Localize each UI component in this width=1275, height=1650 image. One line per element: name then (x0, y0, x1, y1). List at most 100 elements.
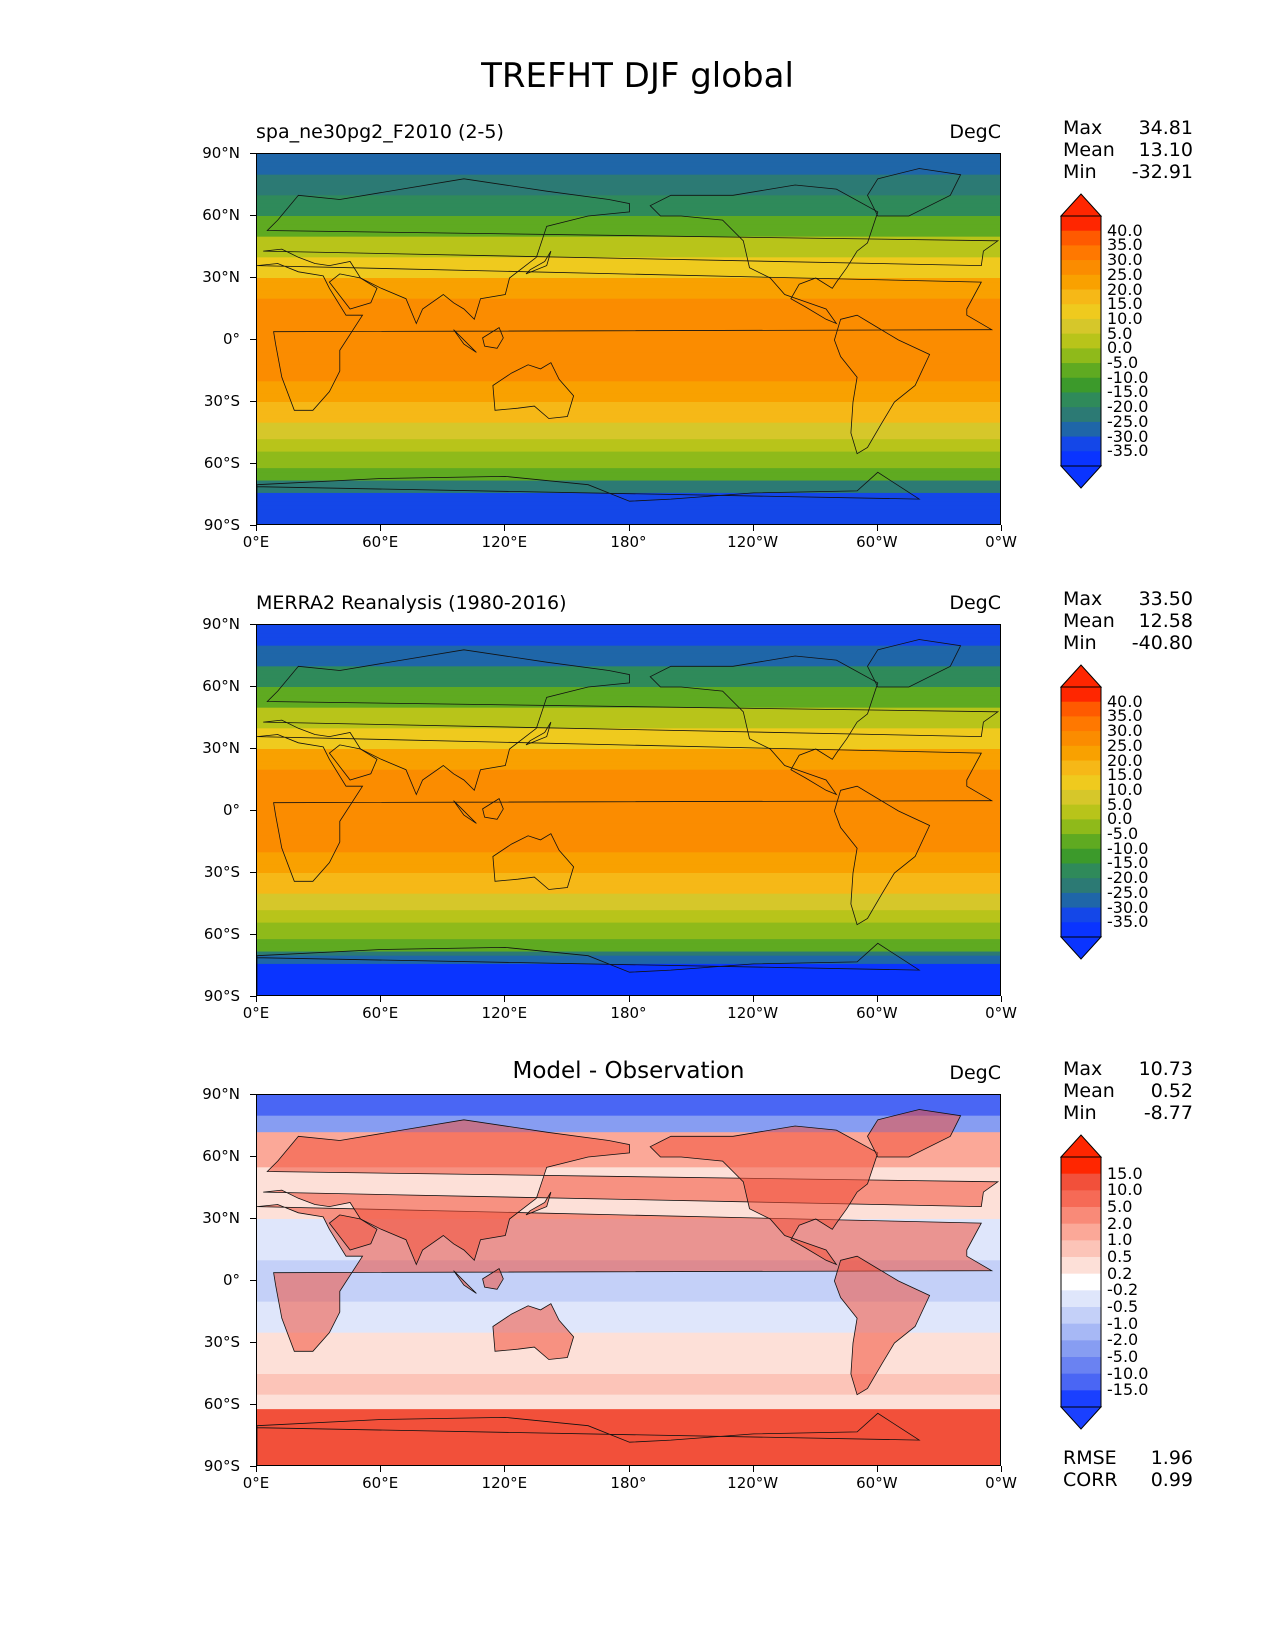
x-tick-label: 120°W (727, 533, 779, 551)
x-tick-label: 180° (610, 1004, 647, 1022)
y-tick-label: 30°N (202, 739, 240, 757)
colorbar-segment (1061, 1290, 1101, 1308)
colorbar-segment (1061, 716, 1101, 732)
x-tick (876, 996, 878, 1002)
temperature-band (257, 389, 1000, 395)
temperature-band (257, 893, 1000, 899)
temperature-band (257, 988, 1000, 994)
colorbar-label: -20.0 (1107, 397, 1149, 417)
temperature-band (257, 232, 1000, 238)
temperature-band (257, 711, 1000, 717)
map-plot (256, 1094, 1001, 1466)
y-tick-label: 60°N (202, 206, 240, 224)
colorbar-segment (1061, 745, 1101, 762)
coastline (257, 1412, 921, 1465)
x-tick-label: 180° (610, 533, 647, 551)
temperature-band (257, 373, 1000, 378)
y-tick-label: 90°S (203, 516, 240, 534)
temperature-band (257, 769, 1000, 775)
temperature-band (257, 947, 1000, 953)
temperature-band (257, 777, 1000, 783)
temperature-band (257, 509, 1000, 515)
temperature-band (257, 464, 1000, 469)
x-tick (504, 1466, 506, 1472)
colorbar-segment (1061, 333, 1101, 349)
temperature-band (257, 682, 1000, 688)
colorbar (1060, 193, 1103, 489)
stat-mean-value: 0.52 (1150, 1080, 1193, 1102)
coastline (257, 734, 994, 882)
colorbar-segment (1061, 1257, 1101, 1275)
temperature-band (257, 699, 1000, 705)
y-tick-label: 30°S (203, 863, 240, 881)
colorbar-segment (1061, 819, 1101, 835)
temperature-band (257, 901, 1000, 907)
coastline (525, 721, 552, 746)
colorbar-segment (1061, 922, 1101, 938)
x-tick (380, 996, 382, 1002)
stats-box: Max 10.73 Mean 0.52 Min -8.77 (1063, 1058, 1193, 1124)
coastline (263, 649, 1000, 796)
colorbar-frame (1060, 1156, 1102, 1408)
temperature-band (257, 257, 1000, 263)
temperature-band (257, 707, 1000, 713)
x-tick-label: 120°E (481, 1474, 528, 1492)
colorbar-segment (1061, 1240, 1101, 1258)
x-tick-label: 120°W (727, 1474, 779, 1492)
temperature-band (257, 703, 1000, 709)
temperature-band (257, 286, 1000, 291)
temperature-band (257, 340, 1000, 345)
x-tick-label: 0°W (985, 1004, 1017, 1022)
x-tick (752, 996, 754, 1002)
colorbar-label: -10.0 (1107, 367, 1149, 387)
temperature-band (257, 207, 1000, 213)
temperature-band (257, 488, 1000, 494)
temperature-band (257, 385, 1000, 391)
y-tick-label: 30°S (203, 1333, 240, 1351)
colorbar-label: 35.0 (1107, 235, 1143, 255)
colorbar-segment (1061, 878, 1101, 894)
difference-band (257, 1374, 1000, 1396)
y-tick (250, 1156, 256, 1157)
coastline (482, 1268, 504, 1290)
temperature-band (257, 224, 1000, 229)
temperature-band (257, 199, 1000, 205)
stat-mean-label: Mean (1063, 139, 1115, 161)
coastline (833, 314, 931, 455)
temperature-band (257, 798, 1000, 804)
x-tick (380, 1466, 382, 1472)
colorbar-label: 0.0 (1107, 338, 1133, 358)
colorbar-segment (1061, 1273, 1101, 1291)
colorbar-segment (1061, 701, 1101, 717)
stat-max-value: 34.81 (1138, 117, 1193, 139)
colorbar-segment (1061, 1223, 1101, 1241)
colorbar-label: -5.0 (1107, 1347, 1139, 1366)
temperature-band (257, 261, 1000, 267)
colorbar-label: -25.0 (1107, 882, 1149, 902)
colorbar-label: -0.5 (1107, 1297, 1139, 1316)
colorbar-label: 5.0 (1107, 1197, 1133, 1216)
temperature-band (257, 926, 1000, 932)
temperature-band (257, 963, 1000, 969)
temperature-band (257, 939, 1000, 944)
temperature-band (257, 348, 1000, 353)
colorbar-label: -30.0 (1107, 426, 1149, 446)
temperature-band (257, 918, 1000, 924)
colorbar-label: -15.0 (1107, 382, 1149, 402)
y-tick-label: 60°N (202, 1147, 240, 1165)
temperature-band (257, 356, 1000, 362)
temperature-band (257, 191, 1000, 196)
temperature-band (257, 666, 1000, 672)
temperature-band (257, 315, 1000, 320)
x-tick (876, 525, 878, 531)
colorbar-segment (1061, 363, 1101, 379)
colorbar-label: 15.0 (1107, 765, 1143, 785)
colorbar-label: 40.0 (1107, 220, 1143, 240)
temperature-band (257, 658, 1000, 663)
temperature-band (257, 278, 1000, 283)
coastline (328, 1214, 378, 1251)
temperature-band (257, 294, 1000, 300)
colorbar-label: 2.0 (1107, 1213, 1133, 1233)
temperature-band (257, 497, 1000, 502)
y-tick (250, 934, 256, 935)
